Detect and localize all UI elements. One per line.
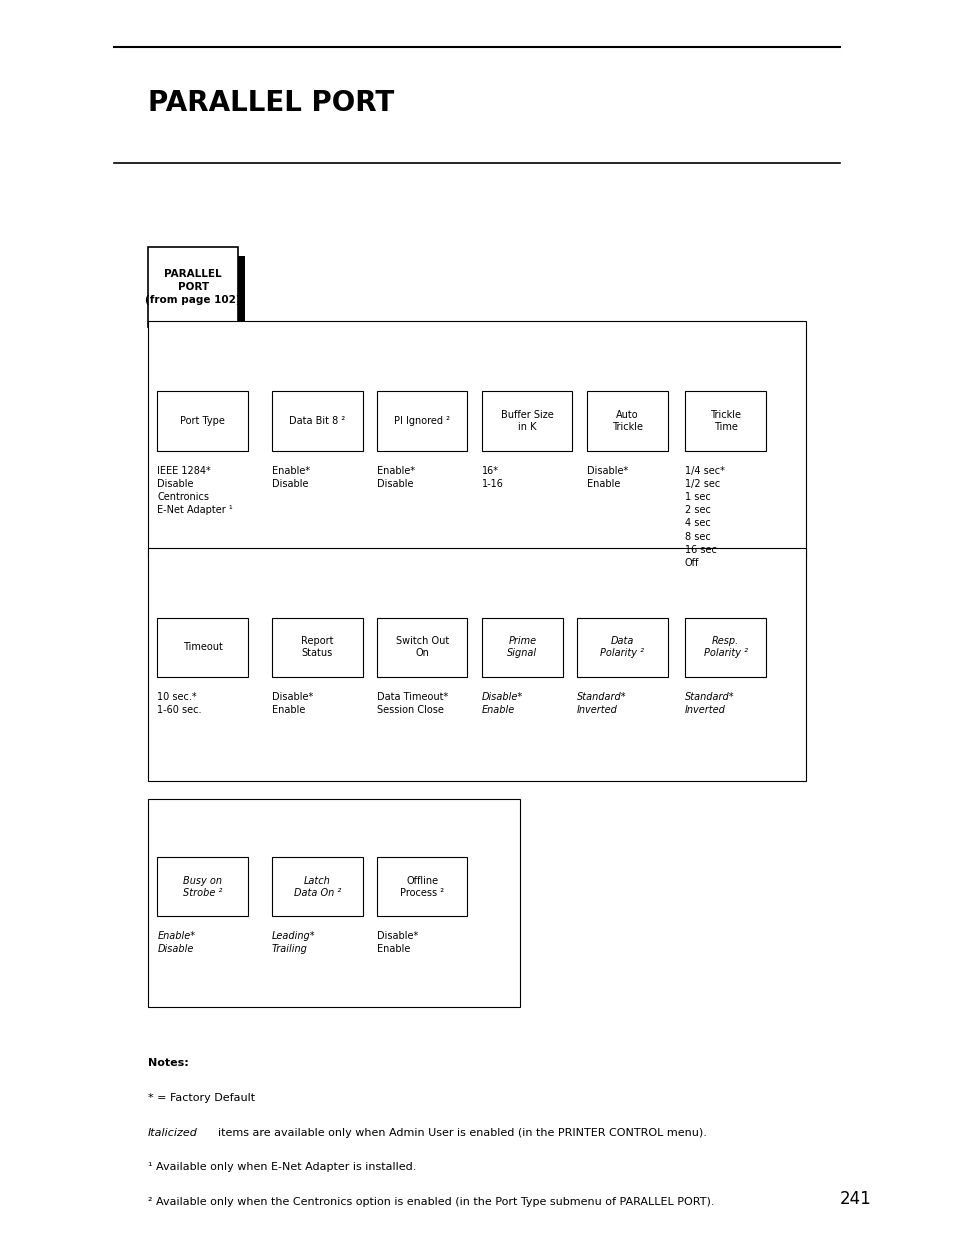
Text: 1/4 sec*
1/2 sec
1 sec
2 sec
4 sec
8 sec
16 sec
Off: 1/4 sec* 1/2 sec 1 sec 2 sec 4 sec 8 sec… [684,466,724,568]
Text: * = Factory Default: * = Factory Default [148,1093,254,1103]
Text: Data
Polarity ²: Data Polarity ² [599,636,644,658]
Text: Latch
Data On ²: Latch Data On ² [294,876,340,898]
Bar [157,618,248,677]
Text: ² Available only when the Centronics option is enabled (in the Port Type submenu: ² Available only when the Centronics opt… [148,1197,714,1207]
Text: Data Bit 8 ²: Data Bit 8 ² [289,416,345,426]
Text: PI Ignored ²: PI Ignored ² [394,416,450,426]
Text: Port Type: Port Type [180,416,225,426]
Text: Resp.
Polarity ²: Resp. Polarity ² [702,636,747,658]
Bar [481,391,572,451]
Text: Notes:: Notes: [148,1058,189,1068]
Text: Timeout: Timeout [183,642,222,652]
Bar [157,391,248,451]
Bar [586,391,667,451]
Text: Enable*
Disable: Enable* Disable [157,931,195,955]
Bar [154,256,245,336]
Text: Auto
Trickle: Auto Trickle [611,410,642,432]
Bar [376,618,467,677]
Text: Data Timeout*
Session Close: Data Timeout* Session Close [376,692,448,715]
Bar [376,857,467,916]
Text: Busy on
Strobe ²: Busy on Strobe ² [183,876,222,898]
Text: Prime
Signal: Prime Signal [507,636,537,658]
Bar [684,391,765,451]
Bar [272,391,362,451]
Text: ¹ Available only when E-Net Adapter is installed.: ¹ Available only when E-Net Adapter is i… [148,1162,416,1172]
Text: Disable*
Enable: Disable* Enable [272,692,313,715]
Text: Offline
Process ²: Offline Process ² [399,876,444,898]
Text: Disable*
Enable: Disable* Enable [376,931,417,955]
Text: 16*
1-16: 16* 1-16 [481,466,503,489]
Bar [376,391,467,451]
Text: 241: 241 [839,1189,870,1208]
Text: items are available only when Admin User is enabled (in the PRINTER CONTROL menu: items are available only when Admin User… [217,1128,705,1137]
Text: PARALLEL
PORT
(from page 102): PARALLEL PORT (from page 102) [145,269,241,305]
Bar [148,799,519,1007]
Bar [148,247,238,327]
Text: Leading*
Trailing: Leading* Trailing [272,931,315,955]
Bar [577,618,667,677]
Text: Standard*
Inverted: Standard* Inverted [577,692,626,715]
Text: Disable*
Enable: Disable* Enable [586,466,627,489]
Bar [272,618,362,677]
Text: 10 sec.*
1-60 sec.: 10 sec.* 1-60 sec. [157,692,202,715]
Text: IEEE 1284*
Disable
Centronics
E-Net Adapter ¹: IEEE 1284* Disable Centronics E-Net Adap… [157,466,233,515]
Text: Trickle
Time: Trickle Time [709,410,740,432]
Bar [148,548,805,781]
Text: PARALLEL PORT: PARALLEL PORT [148,89,394,117]
Text: Italicized: Italicized [148,1128,197,1137]
Text: Buffer Size
in K: Buffer Size in K [500,410,553,432]
Bar [148,321,805,558]
Text: Standard*
Inverted: Standard* Inverted [684,692,734,715]
Bar [272,857,362,916]
Text: Enable*
Disable: Enable* Disable [376,466,415,489]
Bar [157,857,248,916]
Text: Report
Status: Report Status [300,636,334,658]
Text: Disable*
Enable: Disable* Enable [481,692,522,715]
Text: Enable*
Disable: Enable* Disable [272,466,310,489]
Bar [481,618,562,677]
Bar [684,618,765,677]
Text: Switch Out
On: Switch Out On [395,636,448,658]
